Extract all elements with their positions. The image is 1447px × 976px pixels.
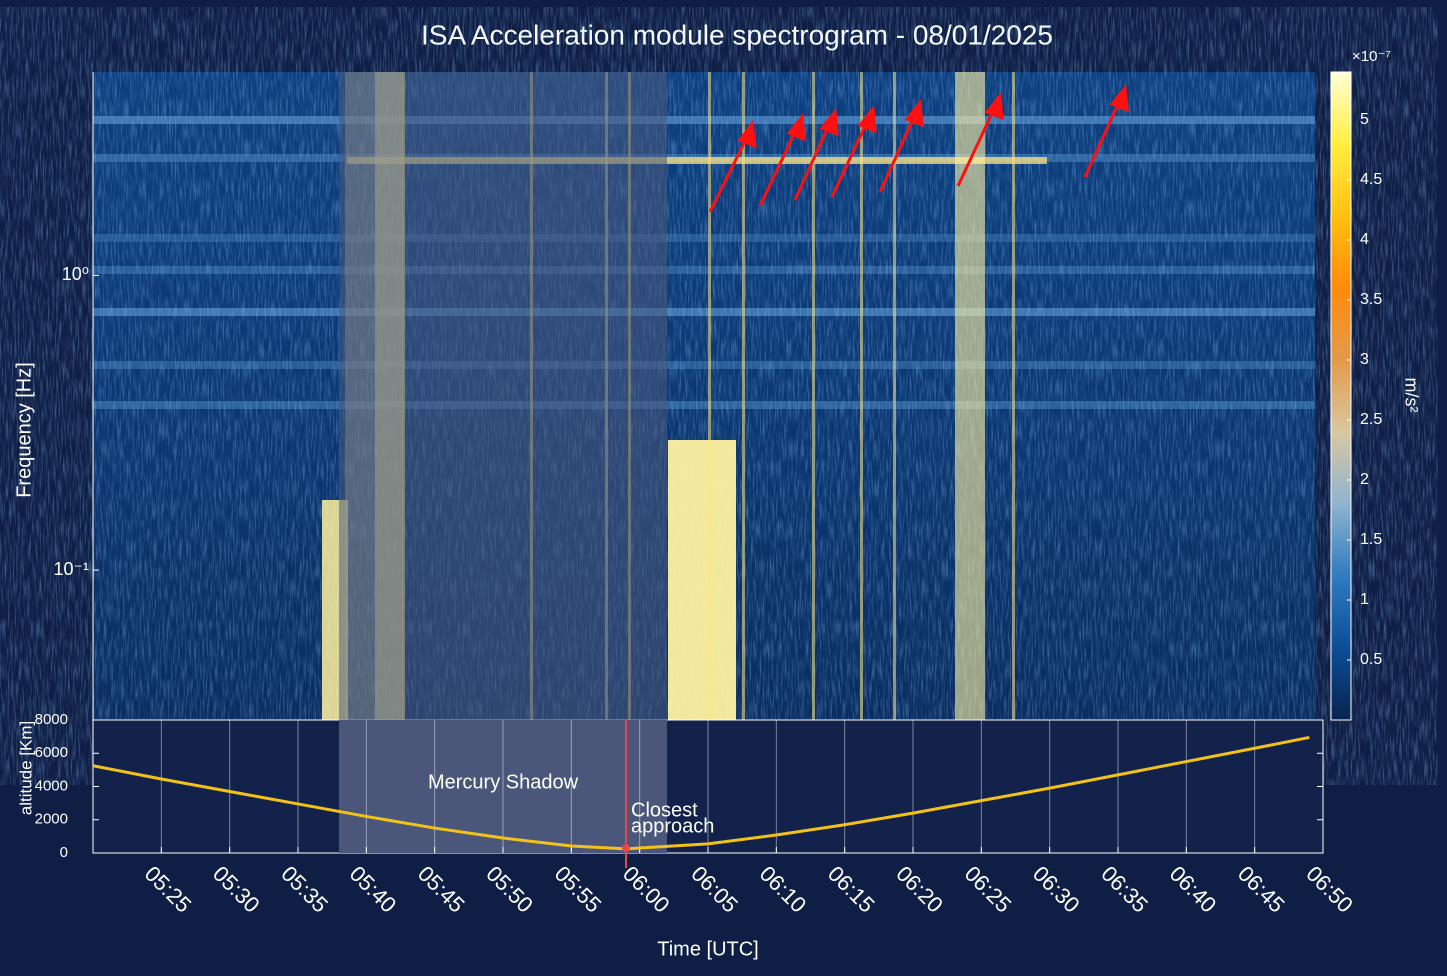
spectrogram-stripe [955,72,985,720]
x-tick-label: 06:20 [891,861,948,918]
panel-background [92,719,1324,854]
chart-title: ISA Acceleration module spectrogram - 08… [421,19,1053,50]
x-tick-label: 06:50 [1301,861,1358,918]
spectrogram-stripe [742,72,745,720]
x-tick-label: 05:45 [413,861,470,918]
spectrogram-band [93,308,1315,316]
annotation-arrows [708,84,1129,213]
x-tick-label: 06:10 [755,861,812,918]
closest-approach-label: approach [631,815,714,837]
x-tick-label: 05:40 [345,861,402,918]
spectrogram-panel [93,72,1315,720]
colorbar-tick-label: 2 [1360,471,1369,488]
altitude-line [92,735,1310,851]
spectrogram-band [93,116,1315,124]
spectrogram-band [93,401,1315,409]
x-tick-label: 06:05 [686,861,743,918]
y-tick-label: 10⁻¹ [53,559,89,579]
colorbar-tick-label: 3.5 [1360,291,1382,308]
colorbar-tick-label: 0.5 [1360,651,1382,668]
spectrogram-band [93,361,1315,369]
x-tick-label: 06:40 [1165,861,1222,918]
y-axis-label: Frequency [Hz] [13,362,35,498]
x-tick-label: 06:35 [1096,861,1153,918]
spectrogram-stripe [708,72,711,720]
colorbar-tick-label: 4 [1360,231,1369,248]
shadow-region [339,720,667,853]
spectrogram-band [347,157,1047,164]
x-tick-label: 06:15 [823,861,880,918]
x-tick-label: 06:25 [960,861,1017,918]
spectrogram-stripe [860,72,863,720]
colorbar-tick-label: 4.5 [1360,171,1382,188]
y-axis-label: altitude [Km] [16,721,35,816]
colorbar-label: m/s² [1401,378,1421,413]
shadow-label: Mercury Shadow [428,771,579,793]
y-tick-label: 4000 [35,777,68,794]
x-tick-label: 05:50 [481,861,538,918]
spectrogram-band [93,234,1315,242]
colorbar-multiplier: ×10⁻⁷ [1352,48,1391,65]
colorbar-tick-label: 2.5 [1360,411,1382,428]
x-tick-label: 06:30 [1028,861,1085,918]
x-tick-label: 06:45 [1233,861,1290,918]
spectrogram-band [93,266,1315,274]
y-tick-label: 10⁰ [62,264,89,284]
closest-approach-dot [622,844,630,852]
y-tick-label: 8000 [35,711,68,728]
closest-approach-label: Closest [631,799,698,821]
colorbar-tick-label: 3 [1360,351,1369,368]
y-tick-label: 6000 [35,744,68,761]
colorbar [1330,71,1352,721]
spectrogram-stripe [1012,72,1015,720]
colorbar-tick-label: 5 [1360,111,1369,128]
y-tick-label: 2000 [35,811,68,828]
colorbar-tick-label: 1 [1360,591,1369,608]
spectrogram-stripe [668,440,736,720]
colorbar-tick-label: 1.5 [1360,531,1382,548]
x-tick-label: 06:00 [618,861,675,918]
x-tick-label: 05:25 [140,861,197,918]
x-tick-label: 05:35 [276,861,333,918]
x-tick-label: 05:55 [550,861,607,918]
spectrogram-stripe [812,72,815,720]
x-axis-label: Time [UTC] [657,938,758,960]
spectrogram-stripe [893,72,896,720]
x-tick-label: 05:30 [208,861,265,918]
y-tick-label: 0 [60,844,68,861]
